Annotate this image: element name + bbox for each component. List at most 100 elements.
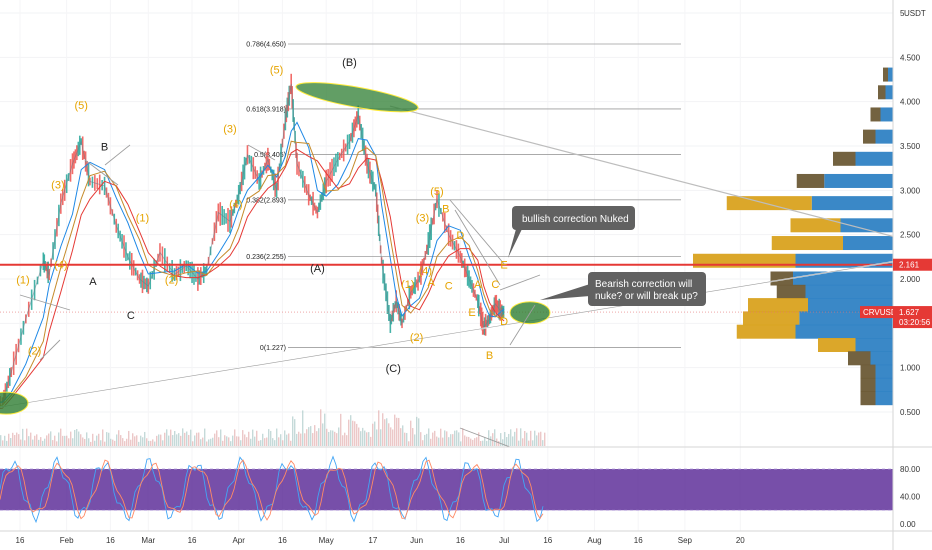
volume-bar <box>378 410 380 446</box>
volume-bar <box>118 430 120 446</box>
volume-bar <box>102 429 104 446</box>
volume-bar <box>56 441 58 446</box>
volume-bar <box>340 413 342 446</box>
volume-bar <box>332 430 334 446</box>
volume-bar <box>106 432 108 446</box>
wave-label: D <box>456 230 464 242</box>
volume-bar <box>422 440 424 446</box>
volume-bar <box>394 414 396 446</box>
x-tick-label: Mar <box>141 536 155 545</box>
vp-bar-blue <box>880 107 893 122</box>
volume-bar <box>152 439 154 446</box>
oscillator-pane: 80.00 40.00 0.00 <box>0 455 921 529</box>
y-tick-label: 2.500 <box>900 231 921 240</box>
volume-bar <box>154 441 156 446</box>
wave-line <box>499 274 541 291</box>
volume-bar <box>540 431 542 446</box>
volume-bar <box>164 432 166 446</box>
fib-label: 0.786(4.650) <box>246 42 286 49</box>
volume-bar <box>128 430 130 446</box>
y-tick-label: 3.500 <box>900 142 921 151</box>
volume-bar <box>372 423 374 446</box>
wave-label: B <box>486 350 493 362</box>
volume-bar <box>262 433 264 446</box>
vp-bar-gold <box>848 351 871 366</box>
currency-label: USDT <box>904 9 926 18</box>
wave-line <box>449 199 506 266</box>
volume-bar <box>446 431 448 446</box>
volume-bar <box>484 437 486 446</box>
volume-bar <box>70 431 72 446</box>
volume-bar <box>96 435 98 446</box>
wave-label: (4) <box>229 199 242 211</box>
volume-bar <box>514 431 516 446</box>
volume-bar <box>512 436 514 446</box>
volume-bar <box>258 440 260 446</box>
volume-bar <box>28 436 30 446</box>
volume-bar <box>524 430 526 446</box>
volume-bar <box>328 431 330 446</box>
y-tick-label: 4.000 <box>900 98 921 107</box>
volume-bar <box>194 435 196 446</box>
volume-bar <box>440 428 442 446</box>
volume-bar <box>10 438 12 446</box>
volume-bar <box>172 435 174 446</box>
tag-support-value: 2.161 <box>899 261 920 270</box>
volume-bar <box>396 417 398 446</box>
volume-bar <box>402 425 404 446</box>
volume-bar <box>508 433 510 446</box>
volume-bar <box>110 438 112 446</box>
vp-bar-blue <box>811 196 893 211</box>
vp-bar-blue <box>875 129 893 144</box>
volume-bar <box>136 435 138 446</box>
volume-bar <box>72 438 74 446</box>
vp-bar-blue <box>795 324 893 339</box>
volume-bar <box>370 436 372 446</box>
volume-bar <box>48 433 50 446</box>
volume-bar <box>120 435 122 446</box>
volume-bar <box>302 410 304 446</box>
volume-bar <box>410 420 412 446</box>
fib-label: 0.382(2.893) <box>246 197 286 204</box>
volume-bar <box>184 432 186 446</box>
volume-bar <box>204 428 206 446</box>
volume-bar <box>530 430 532 446</box>
vp-bar-gold <box>863 129 876 144</box>
highlight-ellipse <box>0 391 29 415</box>
wave-label: (C) <box>386 363 401 375</box>
vp-bar-blue <box>855 338 893 352</box>
volume-bar <box>450 434 452 446</box>
volume-bar <box>18 434 20 446</box>
volume-bar <box>158 434 160 446</box>
volume-bar <box>364 430 366 446</box>
volume-bar <box>416 416 418 446</box>
volume-bar <box>178 433 180 446</box>
wave-label: C <box>127 310 135 322</box>
volume-bar <box>482 440 484 446</box>
volume-bar <box>68 438 70 446</box>
tag-symbol: CRVUSDT <box>863 308 902 317</box>
volume-bar <box>54 435 56 446</box>
volume-bar <box>534 430 536 446</box>
volume-profile <box>693 67 893 406</box>
osc-band <box>0 469 893 511</box>
volume-bar <box>80 434 82 446</box>
volume-bar <box>330 430 332 446</box>
volume-bar <box>208 439 210 446</box>
volume-bar <box>276 428 278 446</box>
volume-bar <box>430 438 432 446</box>
volume-bar <box>38 439 40 446</box>
vp-bar-gold <box>771 236 843 251</box>
fib-label: 0.236(2.255) <box>246 254 286 261</box>
wave-line <box>459 427 511 448</box>
wave-label: A <box>89 276 97 288</box>
callout-pointer <box>540 284 590 300</box>
volume-bar <box>182 428 184 446</box>
volume-bar <box>518 440 520 446</box>
tag-symbol-bg <box>860 306 893 319</box>
volume-bar <box>502 439 504 446</box>
tag-last-bg <box>893 306 932 329</box>
volume-bar <box>388 423 390 446</box>
vp-bar-gold <box>878 85 886 100</box>
